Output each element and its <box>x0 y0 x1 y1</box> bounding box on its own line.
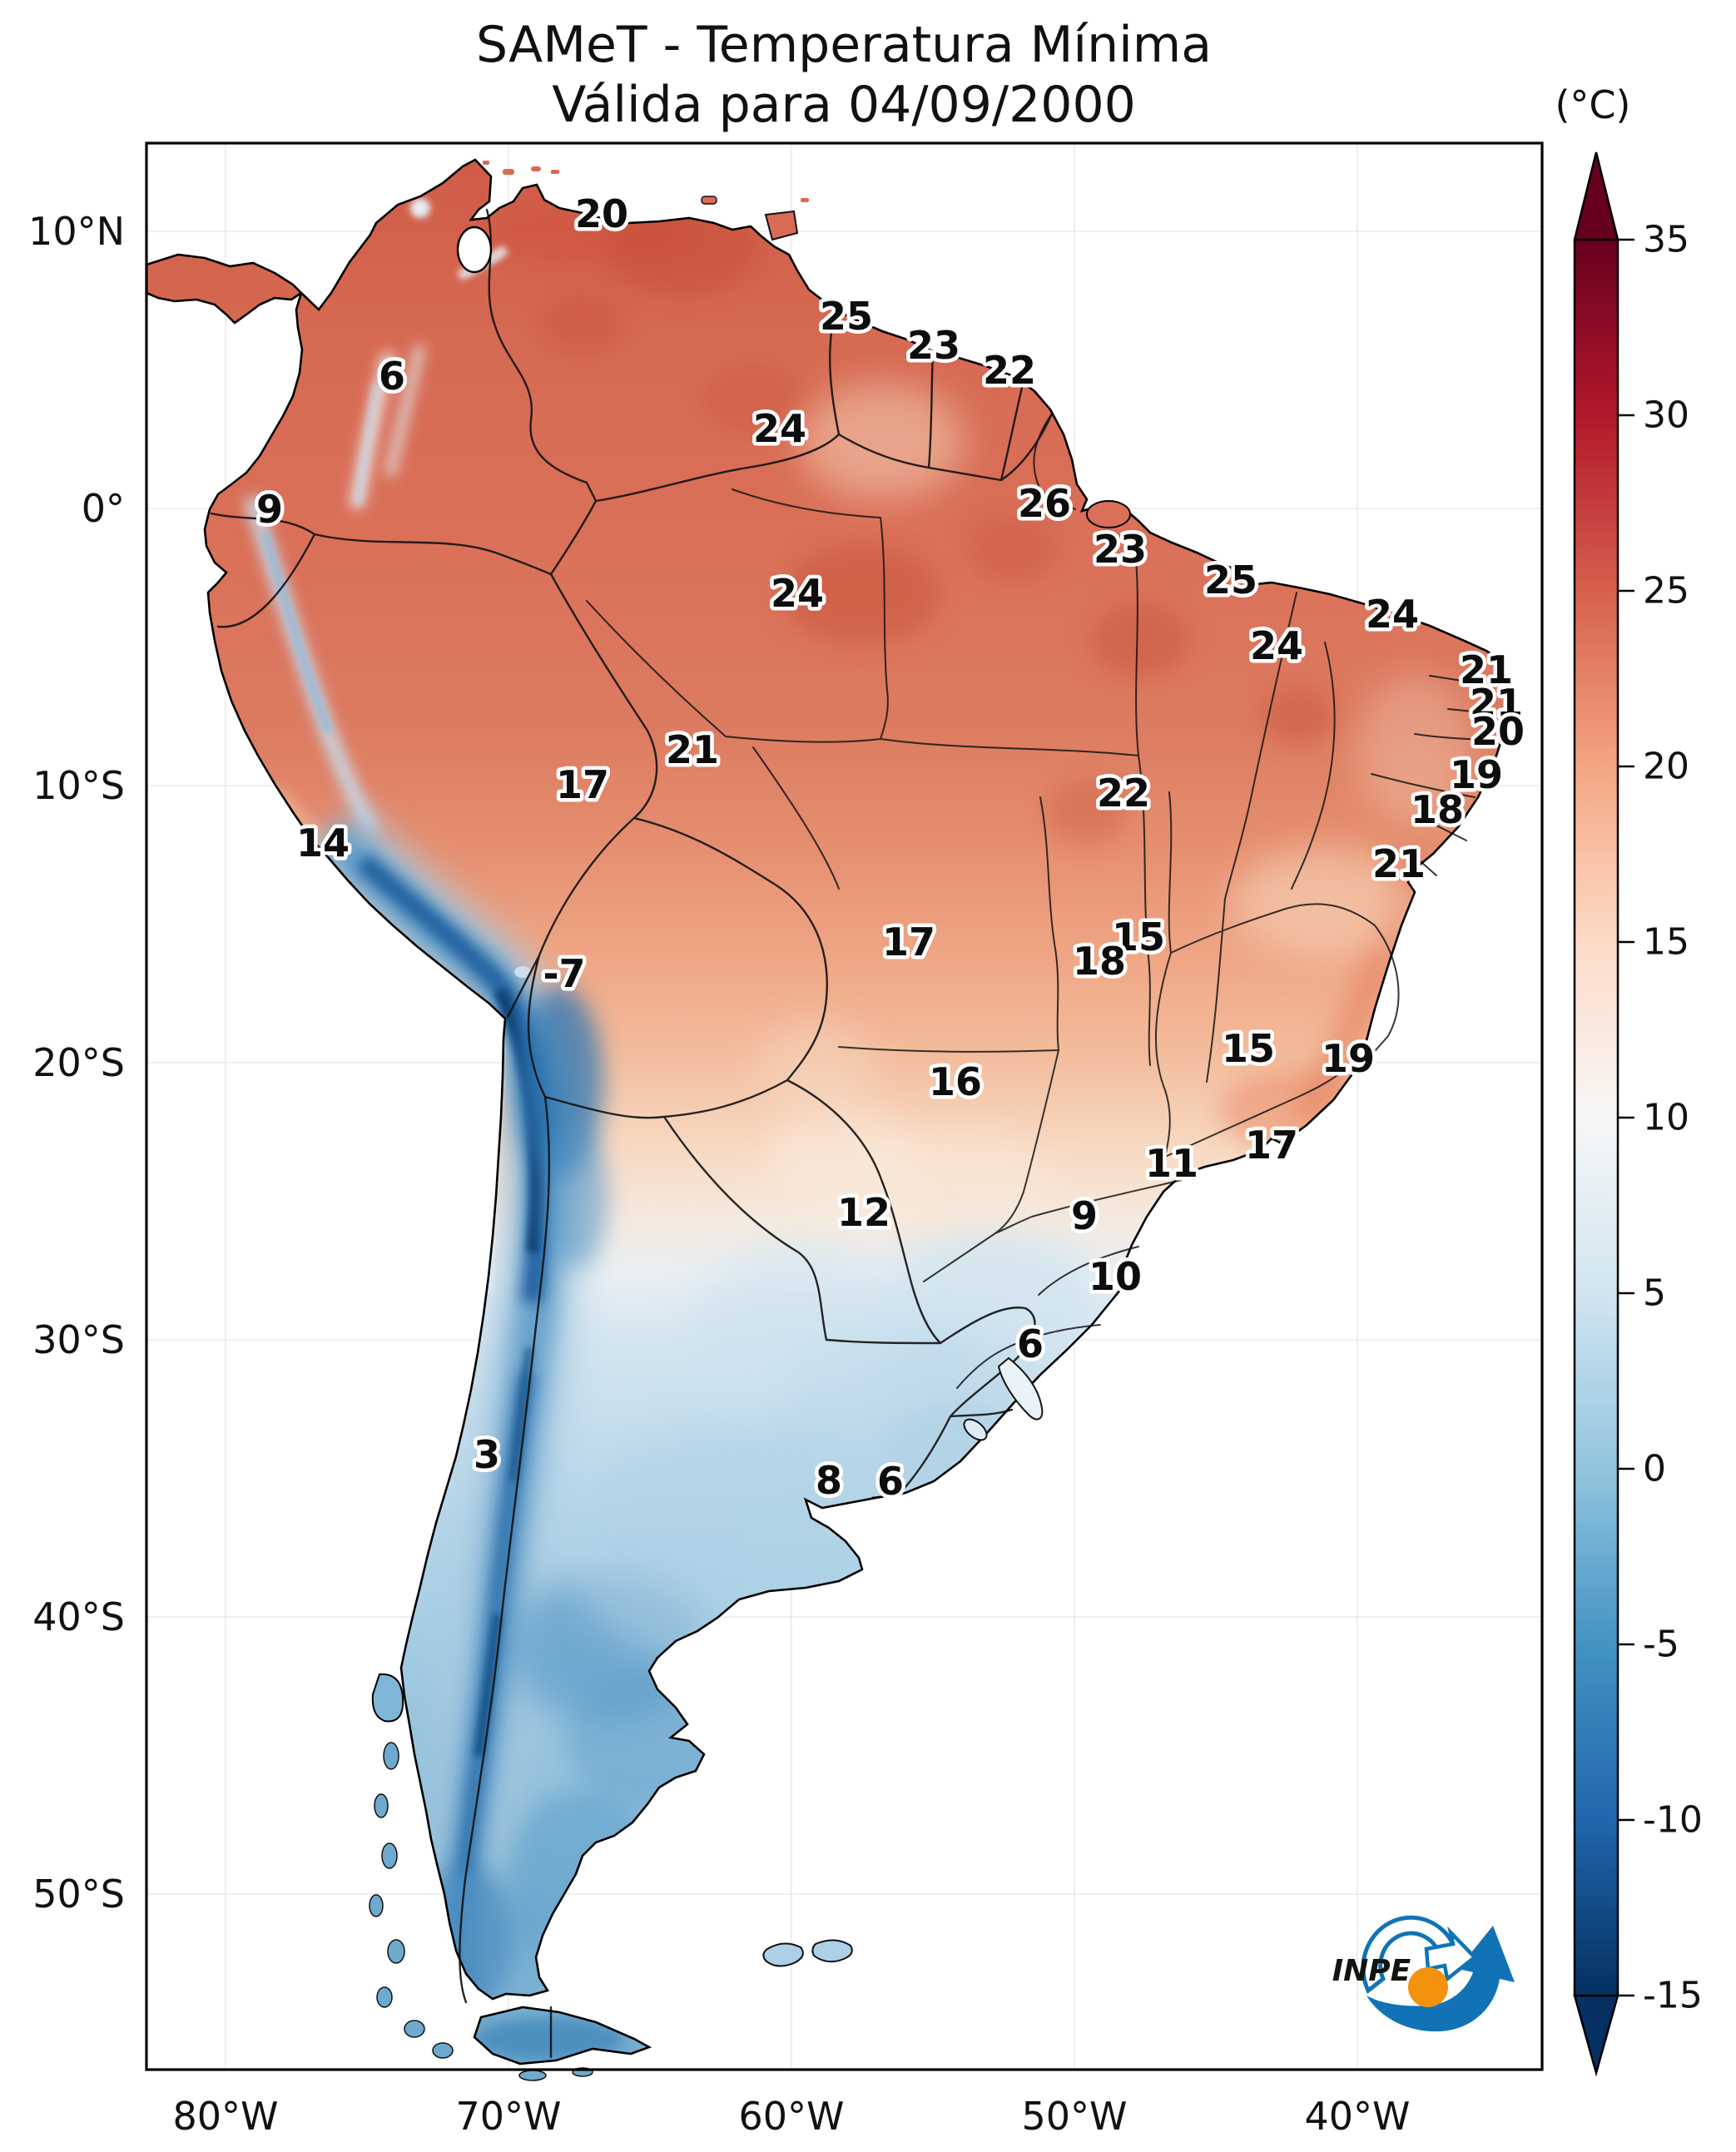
lon-tick-label: 40°W <box>1304 2094 1410 2139</box>
lon-tick-label: 60°W <box>738 2094 844 2139</box>
lon-tick-label: 70°W <box>455 2094 561 2139</box>
falkland-islands <box>762 1939 853 1967</box>
temp-label: 17 <box>1245 1123 1298 1168</box>
temp-label: 15 <box>1112 915 1165 959</box>
chart-title: SAMeT - Temperatura Mínima <box>476 16 1212 74</box>
country-borders <box>210 208 1054 2059</box>
lat-tick-label: 50°S <box>32 1872 125 1916</box>
temp-label: 9 <box>256 487 283 532</box>
lagoa-mirim <box>963 1418 988 1441</box>
lat-tick-label: 10°S <box>32 763 125 808</box>
temp-label: 9 <box>1071 1193 1098 1238</box>
temp-label: 21 <box>1470 681 1523 726</box>
lon-tick-label: 50°W <box>1021 2094 1127 2139</box>
temp-label: 12 <box>837 1190 890 1235</box>
logo-sun <box>1408 1967 1448 2007</box>
chart-subtitle: Válida para 04/09/2000 <box>552 76 1136 134</box>
temp-label: 21 <box>1460 647 1513 692</box>
temp-label: 18 <box>1073 939 1126 984</box>
colorbar-tick-label: 10 <box>1643 1097 1689 1139</box>
lon-tick-label: 80°W <box>172 2094 278 2139</box>
temp-label: 24 <box>753 406 806 451</box>
temp-label: 25 <box>1204 558 1257 602</box>
colorbar-tick-label: 0 <box>1643 1448 1666 1490</box>
temp-label: 16 <box>929 1059 982 1104</box>
temp-label: 6 <box>877 1459 904 1504</box>
colorbar-tick-label: 25 <box>1643 570 1689 612</box>
temp-label: 20 <box>575 191 628 236</box>
temp-label: 6 <box>379 354 405 399</box>
state-borders <box>586 413 1499 1389</box>
temp-label: 24 <box>1250 623 1303 668</box>
temp-label: 17 <box>556 762 609 807</box>
colorbar-tick-label: -5 <box>1643 1624 1679 1666</box>
colorbar-unit-label: (°C) <box>1555 82 1630 127</box>
inpe-logo: INPE <box>1332 1915 1515 2032</box>
lagoa-dos-patos <box>997 1356 1044 1421</box>
lat-tick-label: 0° <box>82 486 125 531</box>
temp-label: 23 <box>1094 527 1147 572</box>
temp-label: 11 <box>1145 1141 1198 1186</box>
marajo-island <box>1086 500 1131 528</box>
map-frame <box>145 141 1544 2071</box>
temp-label: 23 <box>907 323 960 368</box>
temp-label: 25 <box>820 294 873 339</box>
lat-tick-label: 40°S <box>32 1594 125 1639</box>
lat-tick-label: 20°S <box>32 1040 125 1085</box>
colorbar-tick-label: 35 <box>1643 219 1689 261</box>
logo-text: INPE <box>1332 1954 1411 1988</box>
lat-tick-label: 10°N <box>28 209 125 254</box>
temp-label: 3 <box>474 1432 500 1477</box>
temp-label: 10 <box>1089 1254 1142 1299</box>
colorbar-tick-label: -15 <box>1643 1975 1703 2017</box>
temp-label: -7 <box>543 951 585 996</box>
lat-tick-label: 30°S <box>32 1317 125 1362</box>
temp-label: 15 <box>1222 1026 1275 1071</box>
temp-label: 19 <box>1450 752 1503 797</box>
temp-label: 18 <box>1411 787 1464 832</box>
colorbar-bar <box>1573 238 1619 1997</box>
temp-label: 6 <box>1017 1321 1044 1366</box>
latitude-axis: 10°N 0° 10°S 20°S 30°S 40°S 50°S <box>28 209 125 1916</box>
colorbar-tick-label: 5 <box>1643 1272 1666 1315</box>
colorbar: (°C) 35 30 25 20 15 10 5 0 -5 -10 -15 <box>1555 82 1703 2077</box>
trinidad-island <box>764 210 799 241</box>
temp-label: 22 <box>1097 771 1150 816</box>
temp-label: 8 <box>816 1458 842 1503</box>
colorbar-tick-label: -10 <box>1643 1799 1703 1842</box>
islands <box>369 161 1131 2081</box>
lake-maracaibo <box>456 226 493 274</box>
temp-label: 17 <box>882 920 935 964</box>
temp-label: 20 <box>1471 709 1525 754</box>
colorbar-tick-label: 30 <box>1643 394 1689 437</box>
temp-label: 21 <box>1372 841 1426 886</box>
colorbar-tick-label: 15 <box>1643 921 1689 964</box>
temp-label: 22 <box>983 348 1036 393</box>
longitude-axis: 80°W 70°W 60°W 50°W 40°W <box>172 2094 1410 2139</box>
logo-arrow-swoosh <box>1366 1926 1515 2032</box>
temp-label: 26 <box>1018 481 1071 526</box>
temp-label: 24 <box>771 571 824 616</box>
colorbar-tick-label: 20 <box>1643 746 1689 788</box>
temp-label: 21 <box>666 727 719 772</box>
temp-label: 19 <box>1322 1036 1375 1081</box>
temp-label: 24 <box>1366 592 1419 637</box>
colorbar-ticks: 35 30 25 20 15 10 5 0 -5 -10 -15 <box>1618 219 1703 2017</box>
temp-label: 14 <box>296 821 350 865</box>
